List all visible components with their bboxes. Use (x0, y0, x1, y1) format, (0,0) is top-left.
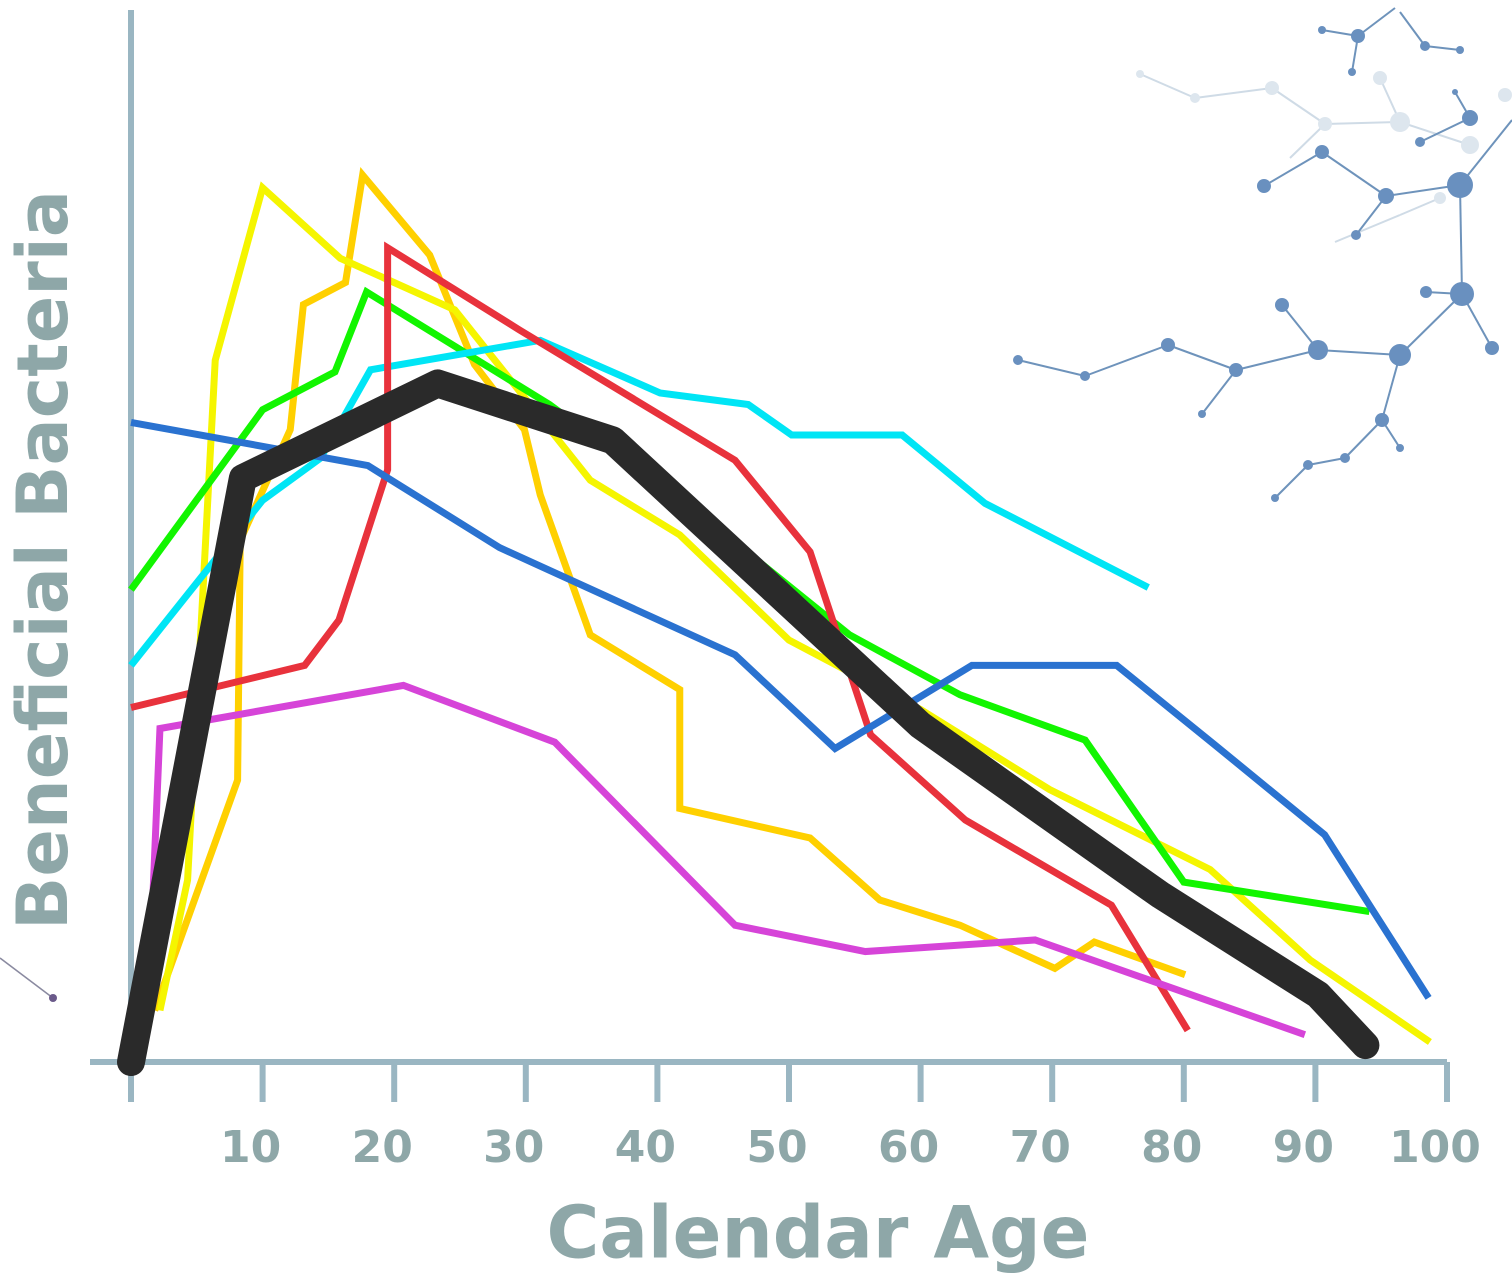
x-tick-label: 80 (1141, 1122, 1202, 1173)
x-tick-label: 100 (1389, 1122, 1481, 1173)
series-line (131, 340, 1148, 665)
y-axis-title: Beneficial Bacteria (2, 190, 84, 930)
x-tick-label: 70 (1010, 1122, 1071, 1173)
x-tick-label: 90 (1273, 1122, 1334, 1173)
x-tick-label: 30 (483, 1122, 544, 1173)
x-tick-label: 60 (878, 1122, 939, 1173)
x-tick-label: 50 (746, 1122, 807, 1173)
series-line (155, 175, 1185, 1010)
series-line (131, 248, 1188, 1031)
x-tick-label: 20 (352, 1122, 413, 1173)
x-tick-label: 10 (220, 1122, 281, 1173)
series-line (131, 383, 1365, 1062)
series-line (131, 422, 1429, 997)
x-tick-label: 40 (615, 1122, 676, 1173)
x-axis-title: Calendar Age (547, 1191, 1090, 1275)
chart: Beneficial Bacteria Calendar Age 10 20 30 4… (0, 0, 1512, 1288)
